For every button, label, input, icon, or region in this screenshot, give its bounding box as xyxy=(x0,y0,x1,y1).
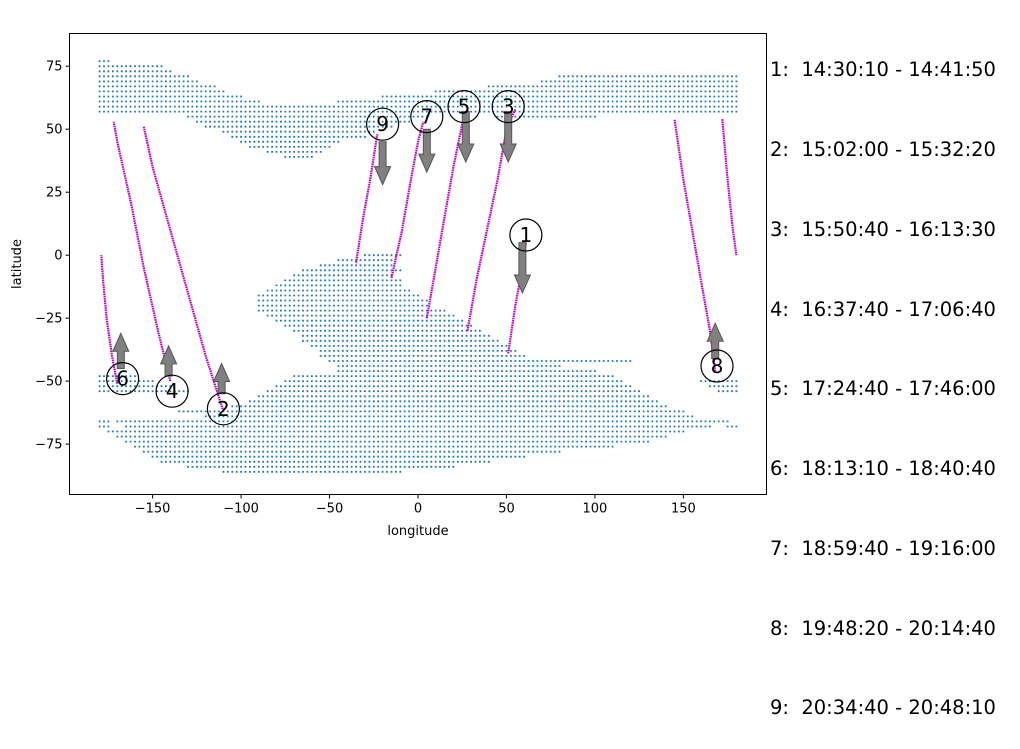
x-tick-label: −150 xyxy=(135,502,171,517)
direction-arrows xyxy=(112,111,724,395)
track-line-3 xyxy=(466,108,517,331)
y-tick-label: 0 xyxy=(54,249,62,264)
marker-label-7: 7 xyxy=(420,105,433,129)
track-lines xyxy=(100,108,738,412)
north-land-dots xyxy=(98,60,738,158)
legend-entry: 3: 15:50:40 - 16:13:30 xyxy=(770,217,996,241)
y-tick-label: 50 xyxy=(46,123,63,138)
track-line-5 xyxy=(425,108,469,319)
marker-circle-4 xyxy=(155,374,189,408)
marker-label-4: 4 xyxy=(166,379,179,403)
track-line-9 xyxy=(355,134,379,263)
y-axis-label: latitude xyxy=(10,239,25,289)
direction-arrow-5 xyxy=(457,111,475,164)
y-axis-ticks: −75 −50 −25 0 25 50 75 xyxy=(35,60,70,453)
north-land-points xyxy=(98,60,738,158)
x-tick-label: 0 xyxy=(414,502,422,517)
legend-entry: 2: 15:02:00 - 15:32:20 xyxy=(770,137,996,161)
legend-entry: 8: 19:48:20 - 20:14:40 xyxy=(770,616,996,640)
land-points xyxy=(98,60,738,473)
y-tick-label: −50 xyxy=(35,375,62,390)
track-line-8b xyxy=(721,119,738,256)
x-tick-label: 50 xyxy=(498,502,515,517)
legend: 1: 14:30:10 - 14:41:50 2: 15:02:00 - 15:… xyxy=(770,4,996,749)
legend-entry: 5: 17:24:40 - 17:46:00 xyxy=(770,377,996,401)
x-tick-label: 150 xyxy=(671,502,696,517)
direction-arrow-1 xyxy=(513,242,532,295)
marker-circle-9 xyxy=(366,107,400,141)
y-tick-label: 25 xyxy=(46,186,63,201)
legend-entry: 1: 14:30:10 - 14:41:50 xyxy=(770,58,996,82)
marker-label-2: 2 xyxy=(217,397,230,421)
marker-circle-2 xyxy=(206,392,240,426)
direction-arrow-4 xyxy=(159,344,178,377)
y-tick-label: 75 xyxy=(46,60,63,75)
y-tick-label: −25 xyxy=(35,312,62,327)
legend-entry: 9: 20:34:40 - 20:48:10 xyxy=(770,696,996,720)
y-tick-label: −75 xyxy=(35,438,62,453)
x-axis-label: longitude xyxy=(387,524,448,539)
marker-circle-7 xyxy=(410,99,444,134)
legend-entry: 4: 16:37:40 - 17:06:40 xyxy=(770,297,996,321)
track-line-4 xyxy=(112,121,172,382)
marker-label-5: 5 xyxy=(458,95,471,119)
track-line-2 xyxy=(142,126,225,412)
chart: 1 2 3 4 5 6 7 8 9 −150 −100 −50 0 50 100 150 −75 −50 −25… xyxy=(10,33,767,539)
direction-arrow-2 xyxy=(212,362,231,395)
south-land-dots xyxy=(98,254,738,473)
track-markers: 1 2 3 4 5 6 7 8 9 xyxy=(105,89,734,426)
marker-circle-6 xyxy=(105,362,140,396)
track-line-7 xyxy=(390,121,425,279)
marker-circle-3 xyxy=(491,89,525,124)
marker-circle-8 xyxy=(700,349,734,383)
direction-arrow-8 xyxy=(706,321,724,359)
track-line-8 xyxy=(673,119,717,372)
marker-circle-5 xyxy=(447,89,481,124)
legend-entry: 7: 18:59:40 - 19:16:00 xyxy=(770,536,996,560)
marker-circle-1 xyxy=(509,218,543,252)
marker-label-1: 1 xyxy=(520,223,533,247)
direction-arrow-7 xyxy=(418,128,436,174)
direction-arrow-9 xyxy=(373,141,392,186)
south-land-points xyxy=(98,254,738,473)
x-tick-label: −100 xyxy=(223,502,259,517)
marker-label-9: 9 xyxy=(376,112,389,136)
x-tick-label: −50 xyxy=(316,502,343,517)
x-tick-label: 100 xyxy=(582,502,607,517)
direction-arrow-6 xyxy=(112,332,130,369)
direction-arrow-3 xyxy=(499,111,517,164)
legend-entry: 6: 18:13:10 - 18:40:40 xyxy=(770,457,996,481)
marker-label-3: 3 xyxy=(502,95,515,119)
marker-label-8: 8 xyxy=(711,354,724,378)
x-axis-ticks: −150 −100 −50 0 50 100 150 xyxy=(135,494,696,517)
marker-label-6: 6 xyxy=(116,367,129,391)
